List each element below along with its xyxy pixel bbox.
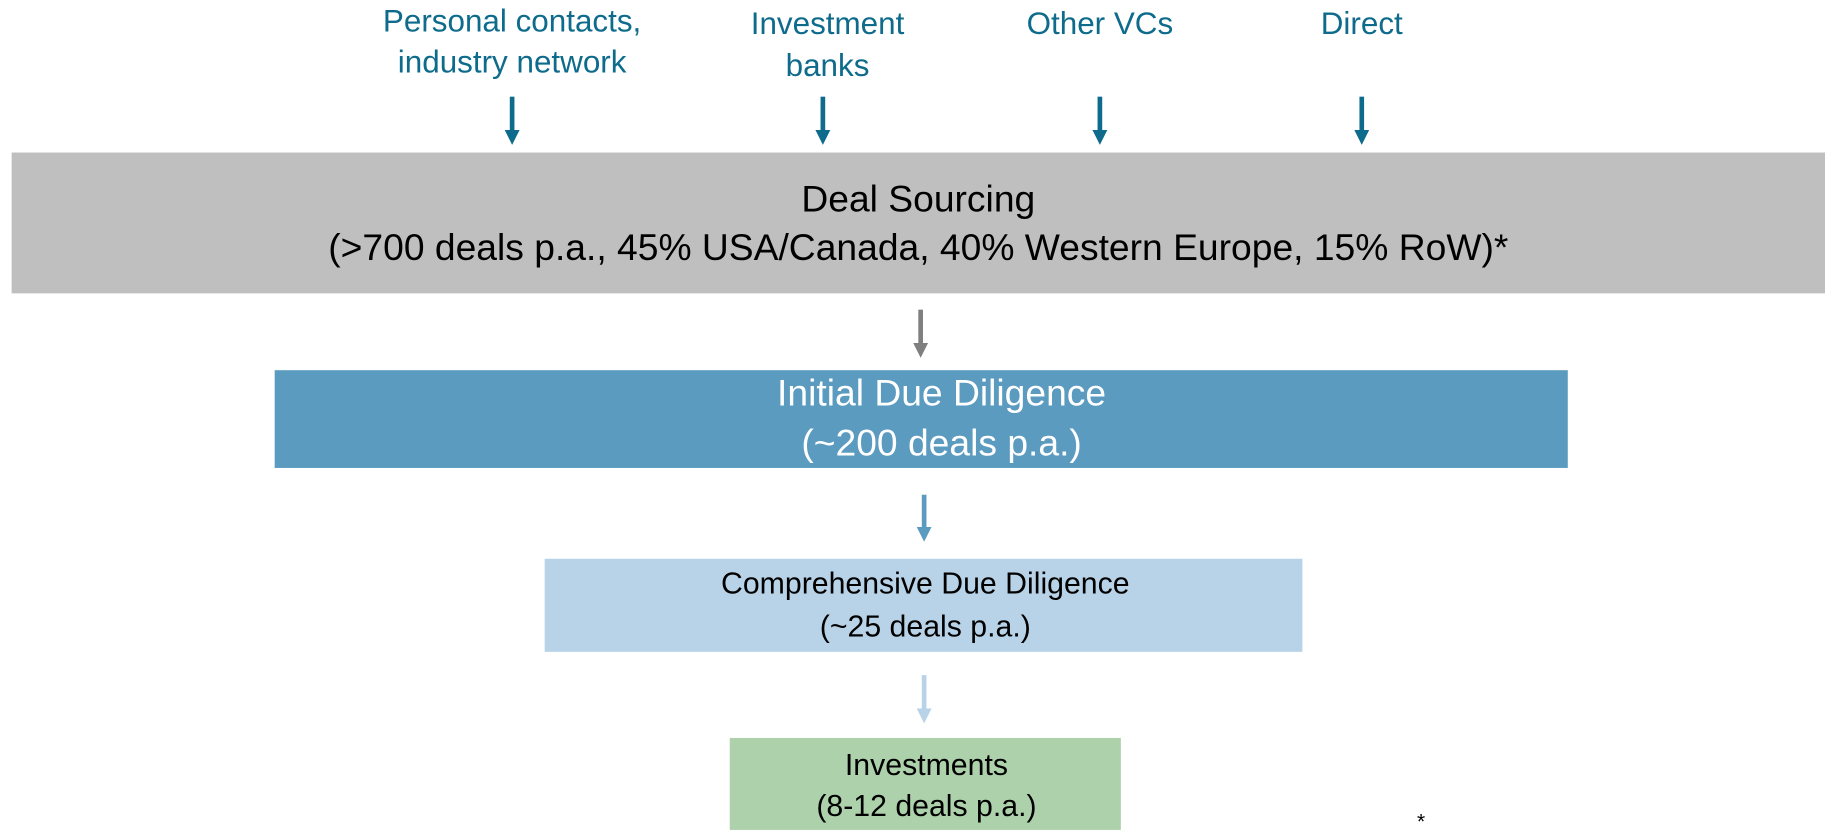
stage-label: Deal Sourcing [801,177,1035,219]
stage-label: Initial Due Diligence [777,372,1106,414]
stage-label: Comprehensive Due Diligence [721,568,1130,601]
footnote-mark: * [1417,810,1425,830]
stage-box [11,152,1825,294]
stage-label: (>700 deals p.a., 45% USA/Canada, 40% We… [328,226,1508,268]
stage-label: Investments [845,749,1008,782]
source-arrows [504,96,1370,145]
stage-box [274,370,1568,468]
source-label: Other VCs [1027,6,1174,41]
source-label: industry network [398,44,627,79]
source-label: Investment [751,6,905,41]
stage-label: (~25 deals p.a.) [820,611,1031,644]
stage-box [729,737,1121,830]
stage-box [544,558,1303,652]
source-label: banks [786,48,870,83]
source-label: Direct [1321,6,1403,41]
stage-label: (~200 deals p.a.) [801,422,1081,464]
source-label: Personal contacts, [383,4,641,39]
stage-label: (8-12 deals p.a.) [816,790,1036,823]
